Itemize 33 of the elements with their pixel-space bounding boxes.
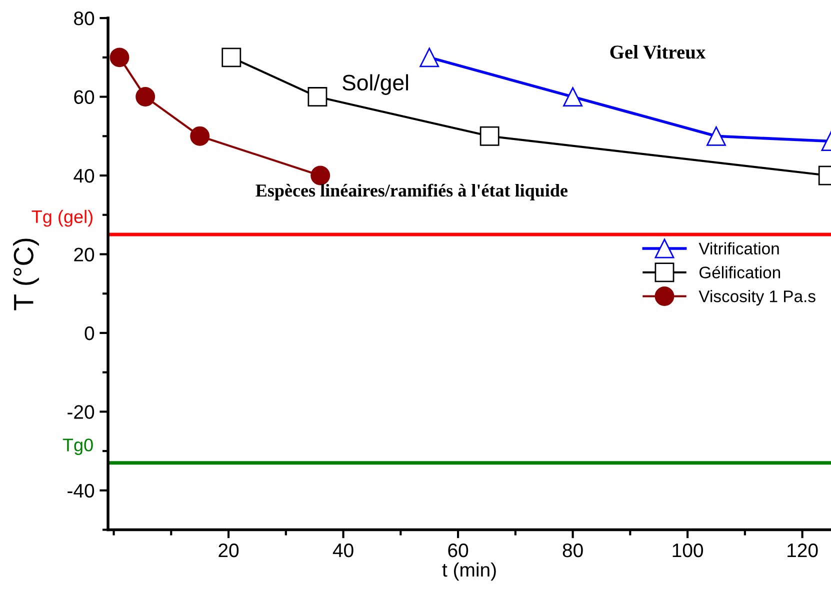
x-axis-title: t (min) [442, 562, 496, 581]
point [420, 48, 440, 68]
point [308, 87, 328, 107]
y-tick-label: 80 [74, 12, 94, 26]
point [310, 166, 330, 186]
y-tick-label: -20 [68, 405, 94, 419]
legend-label: Vitrification [698, 242, 779, 255]
x-tick-label: 80 [562, 543, 583, 558]
point [222, 48, 242, 68]
x-tick-label: 40 [332, 543, 354, 558]
y-tick-label: 20 [74, 248, 94, 262]
point [480, 126, 500, 146]
x-tick-label: 20 [218, 543, 239, 558]
annotation: Sol/gel [342, 74, 408, 95]
ref-line-label: Tg (gel) [32, 210, 92, 227]
annotation: Gel Vitreux [610, 45, 706, 59]
point [136, 87, 156, 107]
y-tick-label: 60 [74, 90, 94, 104]
point [190, 126, 210, 146]
point [563, 87, 583, 107]
annotation: Espèces linéaires/ramifiés à l'état liquide [256, 184, 568, 200]
x-tick-label: 60 [448, 543, 468, 558]
x-tick-label: 120 [788, 543, 818, 558]
point [110, 48, 130, 68]
x-tick-label: 100 [672, 543, 704, 558]
point [706, 126, 726, 146]
y-tick-label: 40 [74, 168, 94, 183]
y-tick-label: -40 [68, 484, 94, 498]
legend-label: Viscosity 1 Pa.s [698, 290, 816, 306]
ref-line-label: Tg0 [62, 438, 93, 455]
legend-label: Gélification [699, 266, 780, 278]
y-axis-title: T (°C) [13, 238, 39, 310]
y-tick-label: 0 [84, 326, 94, 340]
